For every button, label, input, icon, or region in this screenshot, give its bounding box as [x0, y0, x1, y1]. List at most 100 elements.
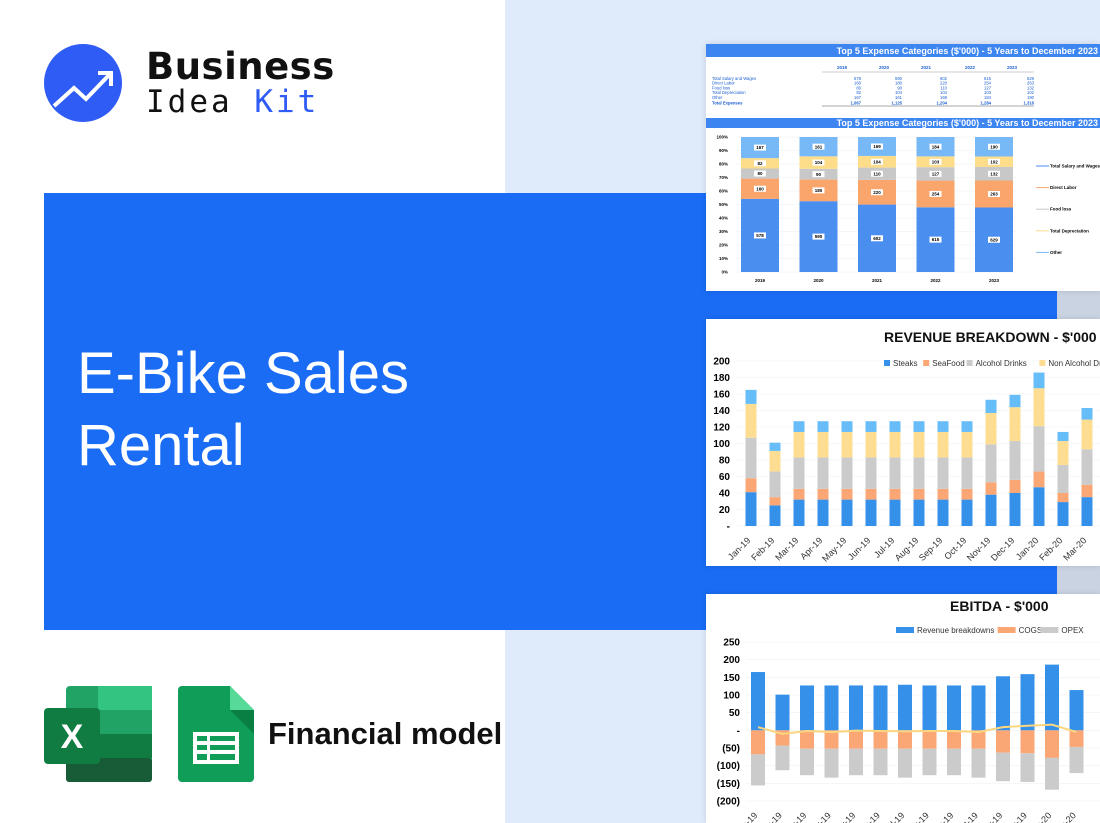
column-header: 2022 — [965, 65, 976, 70]
bar-segment — [937, 421, 949, 432]
bar-segment — [769, 442, 781, 451]
cell-value: 263 — [1027, 81, 1035, 86]
data-label-bg — [929, 236, 942, 243]
x-tick: Sep-19 — [928, 810, 956, 823]
x-tick: 2021 — [872, 278, 883, 283]
bar-segment — [841, 488, 853, 500]
bar-segment — [985, 399, 997, 413]
bar-segment — [1081, 484, 1093, 498]
legend-swatch — [1040, 627, 1059, 633]
legend-swatch — [884, 360, 890, 366]
x-tick: May-19 — [829, 810, 857, 823]
x-tick: Dec-19 — [1001, 810, 1029, 823]
y-tick: - — [737, 726, 740, 737]
cell-value: 1,067 — [851, 101, 862, 106]
bar-segment — [1009, 407, 1021, 442]
bar-segment — [1081, 408, 1093, 420]
bar-segment — [1009, 441, 1021, 480]
cell-value: 190 — [1027, 95, 1035, 100]
cell-value: 160 — [854, 81, 862, 86]
legend-label: Total Depreciation — [1050, 228, 1089, 233]
cell-value: 161 — [895, 95, 903, 100]
bar-segment — [817, 488, 829, 500]
y-tick: (100) — [717, 761, 740, 772]
y-tick: 180 — [713, 373, 730, 384]
cell-value: 110 — [940, 85, 947, 90]
x-tick: Sep-19 — [917, 535, 945, 563]
bar-segment — [769, 497, 781, 506]
cell-value: 615 — [984, 76, 992, 81]
x-tick: 2023 — [989, 278, 1000, 283]
x-tick: Jan-19 — [733, 810, 760, 823]
data-label: 90 — [816, 172, 822, 177]
cell-value: 629 — [1027, 76, 1035, 81]
row-label: Food loss — [712, 85, 730, 90]
bar-segment — [793, 499, 805, 526]
bar-segment — [913, 488, 925, 500]
bar-segment — [1069, 746, 1084, 774]
data-label: 103 — [932, 159, 940, 164]
trend-arrow-icon — [44, 44, 122, 122]
bar-segment — [1033, 388, 1045, 427]
cell-value: 1,204 — [937, 101, 948, 106]
cell-value: 220 — [940, 81, 948, 86]
bar-segment — [745, 492, 757, 526]
data-label: 578 — [756, 233, 764, 238]
bar-segment — [817, 421, 829, 432]
table-title: Top 5 Expense Categories ($'000) - 5 Yea… — [837, 46, 1098, 56]
brand-logo: Business Idea Kit — [44, 44, 335, 122]
y-tick: 20 — [719, 505, 731, 516]
data-label-bg — [812, 233, 825, 240]
data-label-bg — [929, 158, 942, 165]
data-label: 102 — [990, 159, 998, 164]
cell-value: 602 — [940, 76, 948, 81]
bar-segment — [971, 748, 986, 778]
title-line-2: Rental — [77, 413, 245, 478]
data-label: 590 — [815, 234, 823, 239]
bar-segment — [1069, 690, 1084, 731]
y-tick: - — [727, 522, 730, 533]
bar-segment — [937, 499, 949, 526]
x-tick: Dec-19 — [989, 535, 1017, 563]
title-line-1: E-Bike Sales — [77, 341, 410, 406]
revenue-card: REVENUE BREAKDOWN - $'000 - 20 40 60 80 100 120… — [706, 319, 1100, 566]
data-label-bg — [812, 187, 825, 194]
data-label: 190 — [990, 144, 998, 149]
bar-segment — [889, 431, 901, 458]
bar-segment — [1081, 419, 1093, 450]
data-label-bg — [929, 143, 942, 150]
y-tick: 10% — [719, 256, 728, 261]
bar-segment — [971, 730, 986, 749]
y-tick: 60% — [719, 189, 728, 194]
bar-segment — [1057, 431, 1069, 442]
chart-title: EBITDA - $'000 — [950, 598, 1049, 614]
x-tick: Oct-19 — [942, 535, 968, 561]
data-label-bg — [812, 171, 825, 178]
legend-label: Alcohol Drinks — [976, 359, 1027, 368]
data-label-bg — [812, 159, 825, 166]
bar-segment — [1033, 426, 1045, 472]
cell-value: 180 — [895, 81, 903, 86]
bar-segment — [922, 685, 937, 731]
bar-segment — [800, 685, 814, 731]
cell-value: 132 — [1027, 85, 1035, 90]
x-tick: Jul-19 — [882, 810, 906, 823]
row-label: Total Salary and Wages — [712, 76, 756, 81]
x-tick: Jan-20 — [1027, 810, 1054, 823]
bar-segment — [775, 694, 790, 731]
x-tick: Feb-20 — [1051, 810, 1078, 823]
bar-segment — [1033, 471, 1045, 488]
bar-segment — [865, 457, 877, 489]
bar-segment — [889, 457, 901, 489]
bar-segment — [961, 431, 973, 458]
bar-segment — [889, 499, 901, 526]
bar-segment — [1069, 730, 1084, 747]
x-tick: Jun-19 — [846, 535, 873, 562]
data-label: 169 — [873, 144, 881, 149]
legend-label: Revenue breakdowns — [917, 626, 994, 635]
bar-segment — [800, 748, 814, 776]
bar-segment — [873, 685, 888, 731]
y-tick: 120 — [713, 423, 730, 434]
y-tick: 140 — [713, 406, 730, 417]
column-header: 2020 — [879, 65, 890, 70]
